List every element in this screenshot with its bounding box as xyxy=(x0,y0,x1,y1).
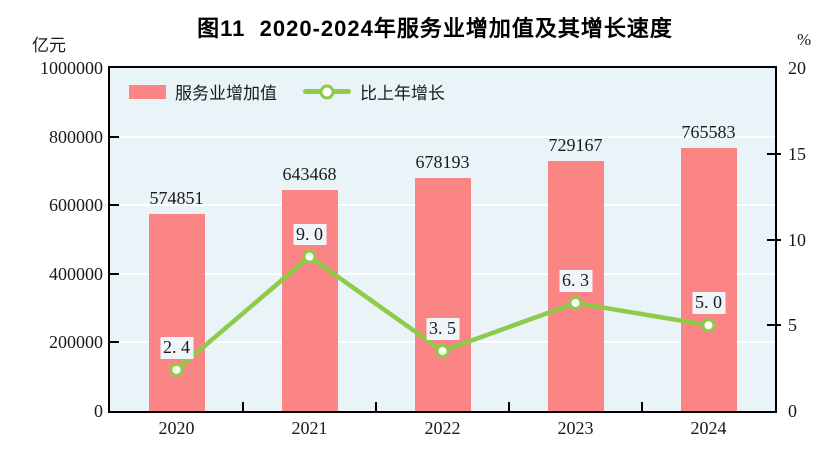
x-axis-tick xyxy=(508,402,510,411)
x-axis-year-label: 2022 xyxy=(424,418,461,438)
line-series-marker-icon xyxy=(303,84,351,99)
line-marker-dot-icon xyxy=(319,84,335,99)
bar-value-label: 678193 xyxy=(415,152,470,173)
left-axis-tick xyxy=(110,135,119,138)
x-axis-year-label: 2021 xyxy=(291,418,328,438)
bar-2022 xyxy=(414,178,471,411)
chart-legend: 服务业增加值 比上年增长 xyxy=(129,79,445,104)
growth-value-label: 6. 3 xyxy=(559,269,592,292)
bar-series-label: 服务业增加值 xyxy=(175,84,277,103)
right-axis-tick xyxy=(767,152,781,155)
legend-item-bar-series: 服务业增加值 xyxy=(129,79,277,104)
line-point-2022 xyxy=(435,343,450,358)
left-axis-tick-label: 800000 xyxy=(49,126,103,147)
x-axis-year-label: 2023 xyxy=(557,418,594,438)
left-axis-tick-label: 600000 xyxy=(49,195,103,216)
growth-value-label: 5. 0 xyxy=(692,292,725,315)
bar-value-label: 643468 xyxy=(282,164,337,185)
right-axis-tick-label: 20 xyxy=(788,58,806,78)
gridline xyxy=(110,135,775,138)
left-axis-tick xyxy=(110,204,119,207)
right-axis-tick xyxy=(767,238,781,241)
chart-title: 图11 2020-2024年服务业增加值及其增长速度 xyxy=(197,16,673,41)
right-axis-unit-label: % xyxy=(797,30,812,49)
line-point-2023 xyxy=(568,295,583,310)
left-axis-tick-label: 400000 xyxy=(49,263,103,284)
x-axis-year-label: 2024 xyxy=(690,418,727,438)
right-axis-tick-label: 10 xyxy=(788,229,806,250)
x-axis-tick xyxy=(375,402,377,411)
x-axis-tick xyxy=(242,402,244,411)
line-point-2024 xyxy=(701,318,716,333)
bar-series-swatch-icon xyxy=(129,84,166,99)
bar-value-label: 765583 xyxy=(681,122,736,143)
left-axis-tick xyxy=(110,272,119,275)
left-axis-tick xyxy=(110,341,119,344)
plot-area: 服务业增加值 比上年增长 574851 643468 678193 729167 765… xyxy=(108,66,781,413)
growth-line-chart xyxy=(169,249,716,377)
bar-value-label: 574851 xyxy=(149,187,204,208)
line-point-2021 xyxy=(302,249,317,264)
bar-value-label: 729167 xyxy=(548,134,603,155)
left-axis-tick-label: 1000000 xyxy=(40,58,103,78)
x-axis-year-label: 2020 xyxy=(158,418,195,438)
growth-value-label: 3. 5 xyxy=(426,317,459,340)
right-axis-tick-label: 15 xyxy=(788,143,806,164)
bar-2024 xyxy=(680,148,737,411)
growth-value-label: 2. 4 xyxy=(160,336,193,359)
left-axis-tick-label: 200000 xyxy=(49,332,103,353)
x-axis-tick xyxy=(641,402,643,411)
bar-2020 xyxy=(148,213,205,411)
right-axis-tick-label: 5 xyxy=(788,315,797,336)
right-axis-tick-label: 0 xyxy=(788,401,797,421)
line-series-label: 比上年增长 xyxy=(360,84,445,103)
left-axis-tick-label: 0 xyxy=(94,401,103,421)
right-axis-tick xyxy=(767,324,781,327)
left-axis-unit-label: 亿元 xyxy=(32,36,66,55)
legend-item-line-series: 比上年增长 xyxy=(303,79,445,104)
growth-value-label: 9. 0 xyxy=(293,223,326,246)
line-point-2020 xyxy=(169,362,184,377)
